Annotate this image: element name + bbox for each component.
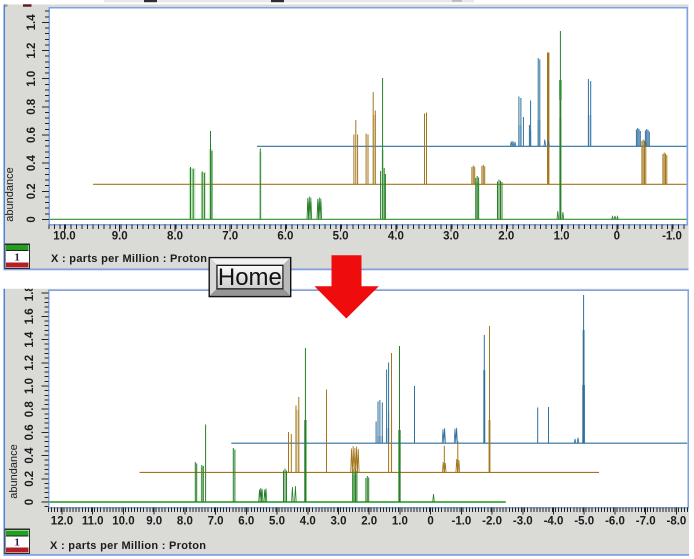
svg-text:-6.0: -6.0: [605, 516, 625, 528]
svg-text:10.0: 10.0: [53, 231, 75, 243]
svg-text:1.8: 1.8: [24, 285, 36, 302]
svg-text:0.8: 0.8: [26, 98, 38, 115]
svg-text:12.0: 12.0: [51, 516, 73, 528]
svg-text:abundance: abundance: [4, 167, 16, 221]
svg-text:2.0: 2.0: [498, 231, 514, 243]
svg-text:-3.0: -3.0: [513, 516, 533, 528]
svg-text:Home: Home: [218, 264, 282, 291]
svg-text:1.2: 1.2: [24, 355, 36, 371]
svg-text:1.4: 1.4: [26, 14, 38, 31]
svg-text:8.0: 8.0: [167, 231, 183, 243]
svg-text:0.4: 0.4: [24, 447, 36, 464]
svg-text:1.4: 1.4: [24, 331, 36, 348]
svg-text:1.0: 1.0: [554, 231, 570, 243]
svg-text:1.0: 1.0: [24, 378, 36, 394]
svg-text:5.0: 5.0: [333, 231, 349, 243]
svg-text:11.0: 11.0: [82, 516, 104, 528]
svg-text:-7.0: -7.0: [636, 516, 656, 528]
svg-text:0: 0: [614, 231, 620, 243]
svg-text:4.0: 4.0: [300, 516, 316, 528]
svg-text:4.0: 4.0: [388, 231, 404, 243]
svg-text:0.8: 0.8: [24, 401, 36, 418]
svg-text:0: 0: [24, 499, 36, 505]
svg-text:9.0: 9.0: [146, 516, 162, 528]
svg-text:0.2: 0.2: [26, 183, 38, 199]
svg-text:6.0: 6.0: [277, 231, 293, 243]
svg-text:0.6: 0.6: [26, 127, 38, 143]
svg-text:7.0: 7.0: [222, 231, 238, 243]
svg-text:6.0: 6.0: [238, 516, 254, 528]
svg-text:1: 1: [14, 251, 20, 263]
svg-text:1.6: 1.6: [24, 308, 36, 324]
svg-text:0: 0: [26, 216, 38, 222]
svg-text:0.4: 0.4: [26, 155, 38, 172]
svg-text:9.0: 9.0: [112, 231, 128, 243]
svg-text:-1.0: -1.0: [451, 516, 471, 528]
svg-text:X : parts per Million : Proton: X : parts per Million : Proton: [51, 253, 207, 265]
svg-text:-5.0: -5.0: [574, 516, 594, 528]
svg-text:-4.0: -4.0: [544, 516, 564, 528]
svg-text:8.0: 8.0: [177, 516, 193, 528]
svg-text:3.0: 3.0: [331, 516, 347, 528]
svg-text:0: 0: [427, 516, 433, 528]
svg-text:2.0: 2.0: [361, 516, 377, 528]
svg-text:1.0: 1.0: [392, 516, 408, 528]
svg-text:3.0: 3.0: [443, 231, 459, 243]
svg-text:7.0: 7.0: [208, 516, 224, 528]
svg-text:-1.0: -1.0: [662, 231, 682, 243]
svg-text:10.0: 10.0: [112, 516, 134, 528]
svg-text:X : parts per Million : Proton: X : parts per Million : Proton: [50, 540, 206, 552]
svg-text:0.2: 0.2: [24, 471, 36, 487]
svg-text:1.2: 1.2: [26, 43, 38, 59]
svg-text:-8.0: -8.0: [666, 516, 686, 528]
svg-text:5.0: 5.0: [269, 516, 285, 528]
svg-text:1: 1: [14, 536, 20, 548]
svg-text:1.0: 1.0: [26, 71, 38, 87]
svg-text:abundance: abundance: [8, 444, 20, 498]
svg-text:0.6: 0.6: [24, 424, 36, 440]
svg-text:-2.0: -2.0: [482, 516, 502, 528]
